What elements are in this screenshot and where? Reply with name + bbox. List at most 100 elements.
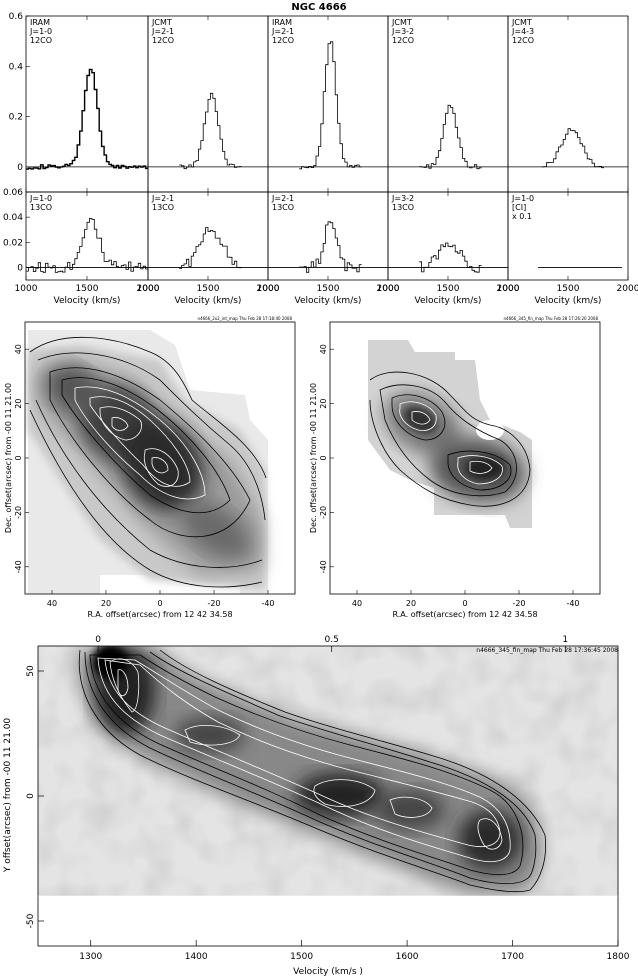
spectrum-label: 13CO bbox=[30, 203, 52, 212]
spectrum-line bbox=[419, 242, 482, 273]
map-x-tick-label: -20 bbox=[207, 599, 220, 608]
x-tick-label: 2000 bbox=[137, 284, 160, 294]
map-y-tick-label: 0 bbox=[319, 455, 328, 460]
pv-ticks: 1300 1400 1500 1600 1700 1800 -50 0 50 0 0.5 1 bbox=[26, 635, 630, 962]
left-map-image bbox=[28, 330, 268, 594]
spectrum-line bbox=[179, 92, 242, 170]
y-tick-label: 0 bbox=[17, 263, 23, 273]
spectrum-label: 12CO bbox=[392, 36, 414, 45]
spectrum-xlabel: Velocity (km/s) bbox=[175, 296, 242, 306]
x-tick-label: 1500 bbox=[557, 284, 580, 294]
spectrum-label: J=1-0 bbox=[511, 194, 534, 203]
y-tick-label: 0.2 bbox=[9, 113, 23, 123]
spectrum-line bbox=[26, 68, 148, 170]
pv-top-tick-label: 1 bbox=[562, 635, 568, 645]
spectrum-panel-bottom-5: J=1-0[CI]x 0.1 1000 1500 2000 Velocity (km/s… bbox=[497, 191, 638, 306]
map-y-tick-label: 20 bbox=[319, 399, 328, 409]
pv-x-tick-label: 1700 bbox=[501, 952, 524, 962]
spectrum-label: J=1-0 bbox=[29, 27, 52, 36]
pv-x-tick-label: 1300 bbox=[79, 952, 102, 962]
spectrum-label: IRAM bbox=[272, 18, 292, 27]
pv-contours bbox=[78, 649, 547, 892]
x-tick-label: 1000 bbox=[377, 284, 400, 294]
y-tick-label: 0 bbox=[17, 163, 23, 173]
spectrum-label: J=2-1 bbox=[271, 194, 294, 203]
x-tick-label: 1000 bbox=[137, 284, 160, 294]
map-x-tick-label: -20 bbox=[512, 599, 525, 608]
right-map-ticks: 40 20 0 -20 -40 -40 -20 0 20 40 bbox=[319, 344, 580, 608]
x-tick-label: 1500 bbox=[437, 284, 460, 294]
spectra-panels: IRAMJ=1-012COJCMTJ=2-112COIRAMJ=2-112COJ… bbox=[3, 12, 638, 306]
pv-xlabel: Velocity (km/s ) bbox=[293, 967, 363, 977]
spectrum-xlabel: Velocity (km/s) bbox=[415, 296, 482, 306]
pv-image bbox=[38, 646, 618, 896]
pv-header: n4666_345_fin_map Thu Feb 28 17:36:45 20… bbox=[476, 647, 618, 654]
map-x-tick-label: -40 bbox=[261, 599, 274, 608]
map-x-tick-label: 0 bbox=[462, 599, 467, 608]
pv-top-tick-label: 0 bbox=[95, 635, 101, 645]
spectrum-label: JCMT bbox=[511, 18, 532, 27]
spectrum-line bbox=[26, 218, 148, 273]
map-y-tick-label: -40 bbox=[319, 560, 328, 573]
spectrum-xlabel: Velocity (km/s) bbox=[535, 296, 602, 306]
spectrum-label: J=2-1 bbox=[151, 194, 174, 203]
pv-y-tick-label: 0 bbox=[26, 793, 36, 799]
spectrum-label: J=2-1 bbox=[151, 27, 174, 36]
left-map-header: n4666_2x2_int_map Thu Feb 28 17:18:40 20… bbox=[198, 316, 293, 321]
spectrum-line bbox=[179, 227, 242, 269]
x-tick-label: 2000 bbox=[617, 284, 638, 294]
map-y-tick-label: -20 bbox=[14, 506, 23, 519]
spectrum-label: J=1-0 bbox=[29, 194, 52, 203]
spectrum-label: 12CO bbox=[272, 36, 294, 45]
x-tick-label: 1500 bbox=[76, 284, 99, 294]
map-y-tick-label: -20 bbox=[319, 506, 328, 519]
y-tick-label: 0.02 bbox=[3, 238, 23, 248]
x-tick-label: 1500 bbox=[317, 284, 340, 294]
pv-x-tick-label: 1400 bbox=[185, 952, 208, 962]
map-x-tick-label: -40 bbox=[566, 599, 579, 608]
spectrum-line bbox=[541, 128, 604, 169]
pv-diagram: n4666_345_fin_map Thu Feb 28 17:36:45 20… bbox=[3, 635, 630, 977]
map-y-tick-label: 0 bbox=[14, 455, 23, 460]
pv-x-tick-label: 1800 bbox=[607, 952, 630, 962]
right-map-ylabel: Dec. offset(arcsec) from -00 11 21.00 bbox=[309, 383, 318, 533]
x-tick-label: 1000 bbox=[257, 284, 280, 294]
map-x-tick-label: 40 bbox=[352, 599, 362, 608]
spectrum-label: J=2-1 bbox=[271, 27, 294, 36]
map-x-tick-label: 0 bbox=[157, 599, 162, 608]
left-map-xlabel: R.A. offset(arcsec) from 12 42 34.58 bbox=[87, 610, 232, 619]
right-map-contours bbox=[369, 371, 531, 507]
right-map-xlabel: R.A. offset(arcsec) from 12 42 34.58 bbox=[392, 610, 537, 619]
pv-ylabel: Y offset(arcsec) from -00 11 21.00 bbox=[3, 718, 13, 874]
map-y-tick-label: -40 bbox=[14, 560, 23, 573]
x-tick-label: 2000 bbox=[377, 284, 400, 294]
pv-y-tick-label: 50 bbox=[26, 665, 36, 677]
right-intensity-map: n4666_345_fin_map Thu Feb 28 17:26:20 20… bbox=[309, 316, 601, 619]
right-map-header: n4666_345_fin_map Thu Feb 28 17:26:20 20… bbox=[504, 316, 599, 321]
pv-x-tick-label: 1600 bbox=[396, 952, 419, 962]
spectrum-xlabel: Velocity (km/s) bbox=[295, 296, 362, 306]
map-x-tick-label: 20 bbox=[101, 599, 111, 608]
y-tick-label: 0.4 bbox=[9, 62, 24, 72]
spectrum-xlabel: Velocity (km/s) bbox=[54, 296, 121, 306]
spectrum-label: IRAM bbox=[30, 18, 50, 27]
left-map-ylabel: Dec. offset(arcsec) from -00 11 21.00 bbox=[4, 383, 13, 533]
x-tick-label: 2000 bbox=[257, 284, 280, 294]
spectrum-label: x 0.1 bbox=[512, 212, 532, 221]
spectrum-label: 13CO bbox=[152, 203, 174, 212]
spectrum-label: [CI] bbox=[512, 203, 526, 212]
spectrum-label: 13CO bbox=[272, 203, 294, 212]
spectrum-line bbox=[299, 221, 362, 273]
spectrum-label: JCMT bbox=[391, 18, 412, 27]
y-tick-label: 0.04 bbox=[3, 213, 23, 223]
map-y-tick-label: 20 bbox=[14, 399, 23, 409]
x-tick-label: 2000 bbox=[497, 284, 520, 294]
left-map-contours bbox=[29, 336, 267, 588]
